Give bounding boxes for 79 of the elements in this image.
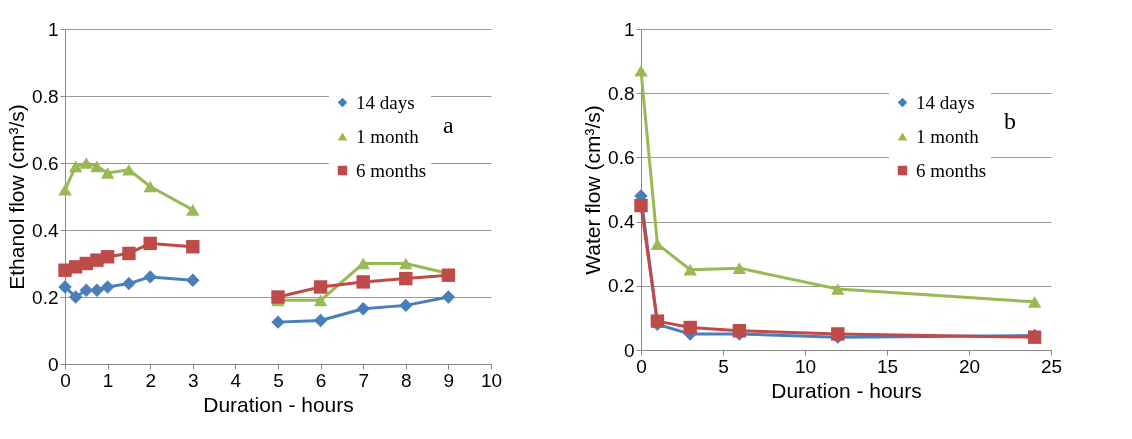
point — [271, 290, 285, 304]
x-axis-title: Duration - hours — [203, 392, 354, 416]
point — [68, 160, 83, 173]
point — [100, 250, 115, 264]
point — [122, 246, 136, 261]
y-tick-label: 0.2 — [32, 286, 59, 308]
x-axis-title: Duration - hours — [771, 378, 922, 402]
point — [100, 167, 115, 179]
point — [313, 313, 328, 328]
y-tick-label: 0.2 — [608, 275, 635, 297]
y-axis-title: Water flow (cm³/s) — [581, 105, 605, 275]
point — [313, 294, 328, 307]
point — [79, 283, 94, 298]
y-tick-label: 1 — [623, 18, 635, 40]
point — [634, 198, 648, 213]
legend-label: 1 month — [356, 125, 420, 147]
point — [58, 183, 72, 196]
point — [1027, 296, 1042, 308]
x-tick-label: 4 — [230, 369, 242, 391]
x-tick-label: 1 — [102, 369, 114, 391]
y-tick-label: 0.6 — [32, 152, 59, 174]
point — [441, 290, 456, 304]
x-tick-label: 9 — [443, 369, 455, 391]
y-tick-label: 0 — [623, 339, 635, 361]
point — [732, 262, 747, 274]
point — [143, 180, 157, 193]
point — [831, 283, 845, 295]
point — [683, 263, 697, 276]
x-tick-label: 10 — [794, 355, 817, 377]
point — [186, 240, 200, 254]
point — [143, 270, 157, 284]
point — [186, 273, 200, 287]
point — [58, 280, 72, 294]
x-tick-label: 8 — [401, 369, 412, 391]
point — [356, 257, 370, 270]
annotation: b — [1004, 108, 1016, 135]
point — [356, 275, 370, 289]
x-tick-label: 20 — [958, 355, 981, 377]
annotation: a — [443, 112, 455, 139]
y-tick-label: 0.6 — [608, 146, 635, 168]
point — [650, 314, 665, 328]
x-tick-label: 15 — [876, 355, 899, 377]
x-tick-label: 25 — [1040, 355, 1063, 377]
point — [634, 64, 648, 77]
point — [90, 283, 104, 298]
y-tick-label: 0.8 — [32, 85, 59, 107]
x-tick-label: 2 — [145, 369, 156, 391]
x-tick-label: 3 — [188, 369, 199, 391]
point — [356, 302, 370, 316]
point — [79, 157, 94, 169]
x-tick-label: 7 — [358, 369, 369, 391]
legend-label: 6 months — [916, 159, 987, 181]
x-tick-label: 5 — [718, 355, 729, 377]
point — [683, 320, 697, 335]
legend-label: 6 months — [356, 159, 427, 181]
point — [122, 276, 136, 291]
y-tick-label: 1 — [47, 18, 59, 40]
point — [68, 290, 83, 304]
point — [122, 163, 136, 176]
y-tick-label: 0.4 — [32, 219, 59, 241]
point — [143, 236, 157, 251]
point — [271, 315, 285, 329]
legend-label: 1 month — [916, 125, 980, 147]
y-tick-label: 0.8 — [608, 82, 635, 104]
x-tick-label: 5 — [273, 369, 284, 391]
y-axis-title: Ethanol flow (cm³/s) — [5, 104, 29, 290]
point — [399, 257, 413, 270]
legend-label: 14 days — [356, 91, 415, 113]
point — [399, 271, 413, 286]
point — [650, 238, 665, 250]
point — [186, 204, 200, 216]
point — [399, 298, 413, 313]
x-tick-label: 6 — [315, 369, 327, 391]
point — [90, 160, 104, 173]
legend-label: 14 days — [916, 91, 975, 113]
point — [313, 280, 328, 294]
y-tick-label: 0.4 — [608, 211, 635, 233]
point — [100, 280, 115, 294]
x-tick-label: 10 — [480, 369, 503, 391]
